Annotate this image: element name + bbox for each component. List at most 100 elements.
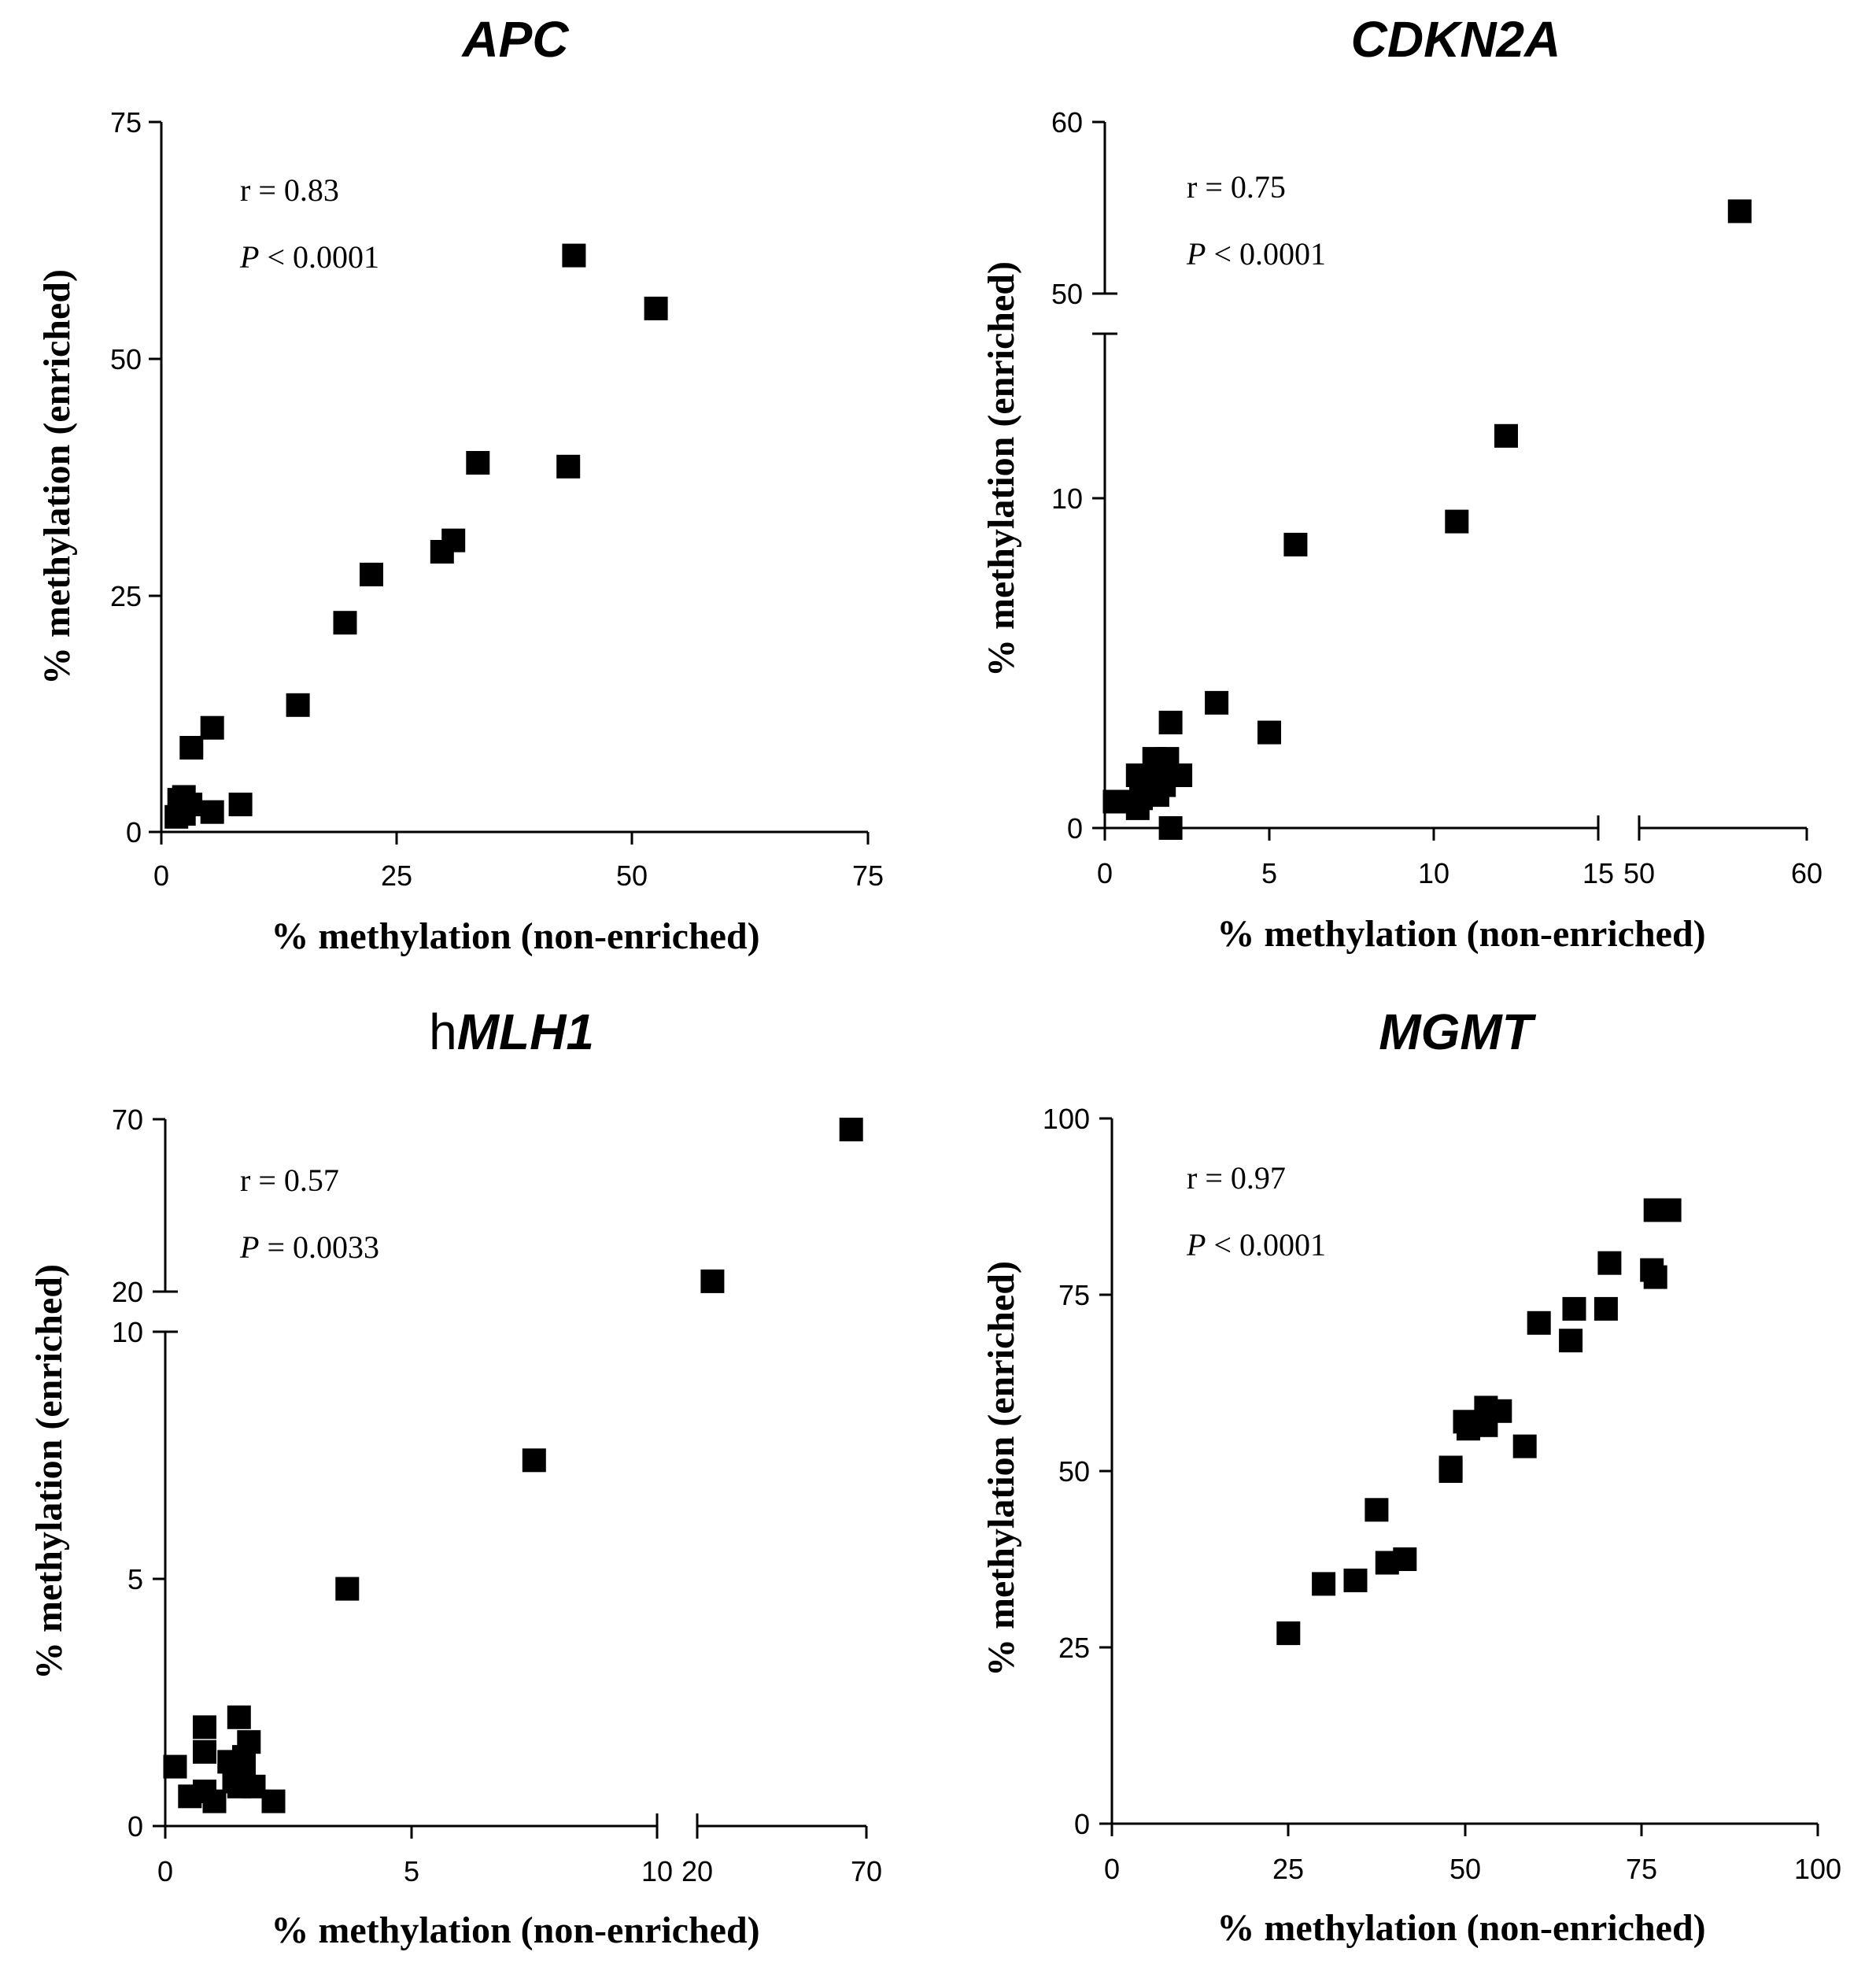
x-axis-label: % methylation (non-enriched) <box>271 915 759 957</box>
p-rest: < 0.0001 <box>259 239 379 275</box>
y-ticks: 0 25 50 75 <box>110 106 161 848</box>
data-points <box>1276 1198 1682 1646</box>
title-prefix: h <box>429 1004 457 1060</box>
p-rest: = 0.0033 <box>259 1229 379 1265</box>
y-axis-label: % methylation (enriched) <box>36 269 78 685</box>
y-tick-label: 25 <box>1058 1632 1090 1664</box>
panel-title: hMLH1 <box>429 1004 594 1060</box>
data-point <box>286 693 310 717</box>
y-ticks: 0 10 50 60 <box>1051 106 1105 845</box>
r-value: r = 0.75 <box>1187 169 1286 205</box>
y-tick-label: 25 <box>110 580 142 612</box>
x-tick-label: 60 <box>1791 857 1822 889</box>
data-point <box>1445 509 1469 534</box>
p-value: P < 0.0001 <box>239 239 379 275</box>
y-tick-label: 70 <box>112 1103 143 1136</box>
title-gene: CDKN2A <box>1351 11 1561 68</box>
x-tick-label: 0 <box>157 1855 173 1887</box>
r-value: r = 0.57 <box>240 1163 339 1198</box>
panel-title: CDKN2A <box>1351 11 1561 68</box>
y-tick-label: 20 <box>112 1276 143 1308</box>
data-point <box>1125 796 1150 820</box>
data-point <box>700 1269 725 1293</box>
x-axis-label: % methylation (non-enriched) <box>1217 1907 1705 1949</box>
data-point <box>1375 1551 1399 1575</box>
y-tick-label: 5 <box>127 1563 143 1595</box>
data-points <box>1102 199 1752 840</box>
y-tick-label: 10 <box>112 1316 143 1348</box>
data-point <box>522 1448 546 1473</box>
p-rest: < 0.0001 <box>1206 236 1326 272</box>
x-axis-label: % methylation (non-enriched) <box>271 1909 759 1951</box>
p-value: P < 0.0001 <box>1186 236 1326 272</box>
p-symbol: P <box>239 239 259 275</box>
data-point <box>1597 1251 1622 1275</box>
x-tick-label: 10 <box>641 1855 673 1887</box>
y-axis-label: % methylation (enriched) <box>980 1261 1022 1676</box>
data-point <box>200 800 224 824</box>
p-symbol: P <box>239 1229 259 1265</box>
data-point <box>1457 1417 1480 1441</box>
y-ticks: 0 5 10 20 70 <box>112 1103 165 1843</box>
y-tick-label: 75 <box>1058 1279 1090 1311</box>
data-point <box>644 296 668 320</box>
data-point <box>1593 1296 1618 1321</box>
data-point <box>1527 1310 1551 1335</box>
data-point <box>1643 1265 1667 1289</box>
y-tick-label: 60 <box>1051 106 1083 139</box>
y-tick-label: 10 <box>1051 482 1083 515</box>
x-tick-label: 5 <box>1261 857 1277 889</box>
data-point <box>562 243 586 268</box>
x-axis-label: % methylation (non-enriched) <box>1217 913 1705 955</box>
x-tick-label: 10 <box>1418 857 1449 889</box>
data-point <box>200 715 224 740</box>
y-tick-label: 0 <box>127 1810 143 1843</box>
p-rest: < 0.0001 <box>1206 1227 1326 1262</box>
y-axis-label: % methylation (enriched) <box>28 1264 70 1680</box>
y-tick-label: 0 <box>1074 1808 1090 1840</box>
data-point <box>1102 789 1127 814</box>
y-tick-label: 50 <box>110 343 142 375</box>
title-gene: APC <box>460 11 569 68</box>
data-point <box>1512 1434 1537 1458</box>
y-tick-label: 0 <box>126 816 142 848</box>
data-point <box>1559 1329 1583 1353</box>
data-point <box>1145 783 1169 808</box>
x-tick-label: 0 <box>1097 857 1113 889</box>
data-point <box>1158 711 1183 734</box>
x-tick-label: 0 <box>153 859 169 892</box>
p-symbol: P <box>1186 1227 1206 1262</box>
data-point <box>193 1715 216 1739</box>
panel-title: MGMT <box>1379 1004 1536 1060</box>
y-ticks: 0 25 50 75 100 <box>1043 1103 1112 1840</box>
x-tick-label: 50 <box>1449 1853 1481 1885</box>
data-point <box>227 1774 251 1798</box>
x-tick-label: 50 <box>1623 857 1655 889</box>
data-point <box>227 1705 251 1729</box>
data-point <box>261 1789 286 1813</box>
y-tick-label: 100 <box>1043 1103 1090 1135</box>
title-gene: MGMT <box>1379 1004 1536 1060</box>
data-point <box>1257 720 1281 745</box>
data-point <box>172 802 196 826</box>
data-point <box>335 1577 360 1601</box>
data-point <box>1205 690 1229 715</box>
data-point <box>1562 1296 1586 1321</box>
y-tick-label: 0 <box>1067 812 1083 845</box>
data-point <box>1312 1572 1336 1596</box>
data-point <box>1657 1198 1682 1222</box>
x-tick-label: 75 <box>1626 1853 1657 1885</box>
panel-mgmt: MGMT r = 0.97 P < 0.0001 0 25 50 75 100 … <box>980 1004 1841 1949</box>
data-point <box>1343 1568 1368 1592</box>
data-point <box>333 611 357 635</box>
panel-hmlh1: hMLH1 r = 0.57 P = 0.0033 0 5 10 20 70 0… <box>28 1004 882 1951</box>
x-tick-label: 75 <box>852 859 884 892</box>
x-tick-label: 25 <box>1272 1853 1304 1885</box>
x-tick-label: 100 <box>1794 1853 1841 1885</box>
data-point <box>1494 423 1518 448</box>
data-points <box>163 1118 863 1813</box>
data-point <box>179 736 204 760</box>
x-tick-label: 70 <box>851 1855 882 1887</box>
r-value: r = 0.97 <box>1187 1160 1286 1196</box>
